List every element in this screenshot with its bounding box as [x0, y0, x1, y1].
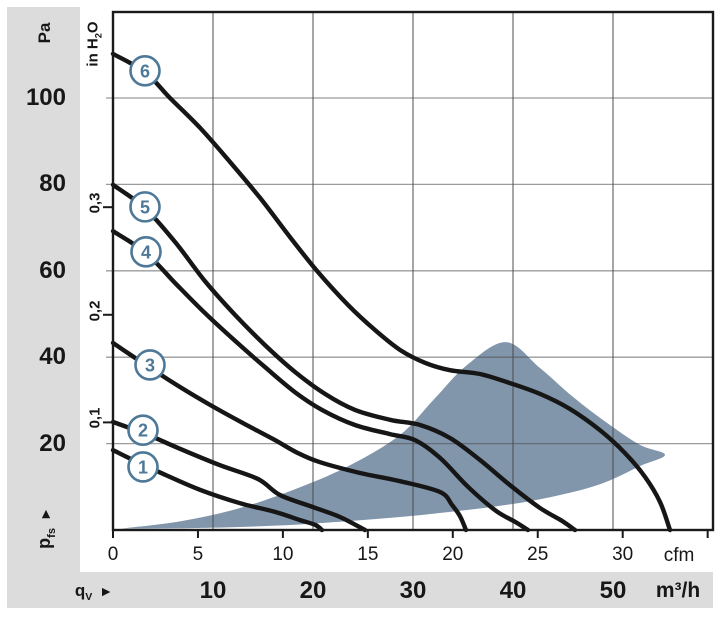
m3h-tick-label-30: 30 — [399, 577, 427, 604]
m3h-unit-label: m³/h — [655, 579, 701, 602]
cfm-tick-label-20: 20 — [442, 544, 464, 565]
curve-label-text-4: 4 — [141, 242, 151, 262]
pa-tick-label-100: 100 — [25, 84, 66, 111]
pressure-arrow-icon: ► — [37, 507, 54, 521]
fan-curve-6 — [110, 51, 673, 533]
pa-tick-label-80: 80 — [39, 170, 66, 198]
fan-curve-3 — [110, 340, 469, 533]
cfm-tick-label-10: 10 — [272, 544, 294, 565]
curve-label-circle-5 — [129, 191, 161, 223]
curve-label-circle-6 — [129, 54, 161, 87]
inh2o-tick-label-0,2: 0,2 — [86, 300, 104, 322]
curve-label-text-2: 2 — [138, 421, 148, 441]
curve-label-text-1: 1 — [138, 457, 148, 477]
pa-tick-label-20: 20 — [39, 429, 66, 457]
cfm-tick-label-30: 30 — [612, 544, 634, 565]
m3h-tick-label-50: 50 — [599, 577, 627, 604]
cfm-unit-label: cfm — [663, 545, 695, 566]
pressure-axis-title: pfs► — [34, 507, 58, 549]
curve-label-circle-4 — [130, 235, 162, 268]
m3h-tick-label-40: 40 — [499, 577, 527, 604]
fan-curve-5 — [110, 182, 578, 533]
curve-label-circle-2 — [127, 414, 159, 447]
inh2o-tick-label-0,3: 0,3 — [86, 192, 104, 214]
inh2o-tick-label-0,1: 0,1 — [86, 407, 104, 429]
pressure-unit-text: Pa — [35, 22, 54, 44]
plot-border — [111, 10, 715, 532]
cfm-tick-label-5: 5 — [192, 544, 204, 565]
pa-tick-label-40: 40 — [39, 343, 66, 371]
flow-axis-title: qV ► — [74, 580, 114, 604]
flow-arrow-icon: ► — [99, 582, 114, 599]
cfm-tick-label-15: 15 — [357, 544, 379, 565]
secondary-pressure-unit-label: in H2O — [84, 21, 104, 67]
cfm-tick-label-25: 25 — [527, 544, 549, 565]
curve-label-circle-3 — [134, 349, 166, 381]
pressure-unit-label: Pa — [35, 23, 55, 44]
flow-axis-band — [7, 572, 713, 608]
m3h-tick-label-10: 10 — [199, 577, 227, 604]
fan-curve-4 — [110, 228, 531, 533]
curve-label-text-3: 3 — [145, 355, 155, 375]
curve-label-text-5: 5 — [140, 197, 150, 217]
curve-label-circle-1 — [127, 451, 159, 483]
pressure-axis-band — [7, 7, 80, 572]
m3h-tick-label-20: 20 — [299, 577, 327, 604]
curve-label-text-6: 6 — [140, 61, 150, 81]
cfm-tick-label-0: 0 — [107, 544, 119, 565]
pa-tick-label-60: 60 — [39, 256, 66, 284]
